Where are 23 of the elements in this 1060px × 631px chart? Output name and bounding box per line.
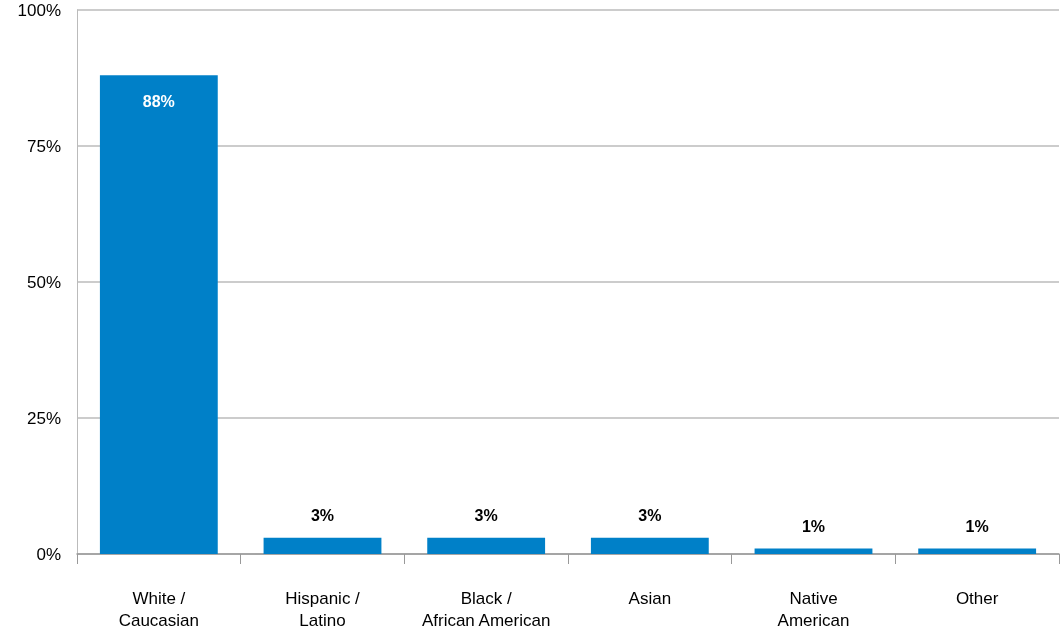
y-tick-label: 50% [26,272,61,292]
bar [99,75,218,554]
x-tick-label: Hispanic / Latino [285,588,361,630]
x-tick-label: Native American [777,588,850,630]
x-tick-label: White / Caucasian [118,588,199,630]
x-tick-label: Other [955,588,999,608]
y-tick-label: 0% [36,544,61,564]
data-label: 88% [142,92,175,110]
data-label: 3% [638,507,662,525]
bar [918,548,1037,554]
data-label: 3% [474,507,498,525]
y-tick-label: 75% [26,136,61,156]
x-tick-label: Black / African American [421,588,551,630]
y-tick-label: 100% [17,0,61,20]
bar [427,537,546,554]
data-label: 1% [801,518,826,536]
y-tick-label: 25% [26,408,61,428]
data-label: 1% [965,518,989,536]
data-label: 3% [310,507,335,525]
x-tick-label: Asian [628,588,672,608]
bar [590,537,709,554]
bar [263,537,382,554]
bar [754,548,873,554]
